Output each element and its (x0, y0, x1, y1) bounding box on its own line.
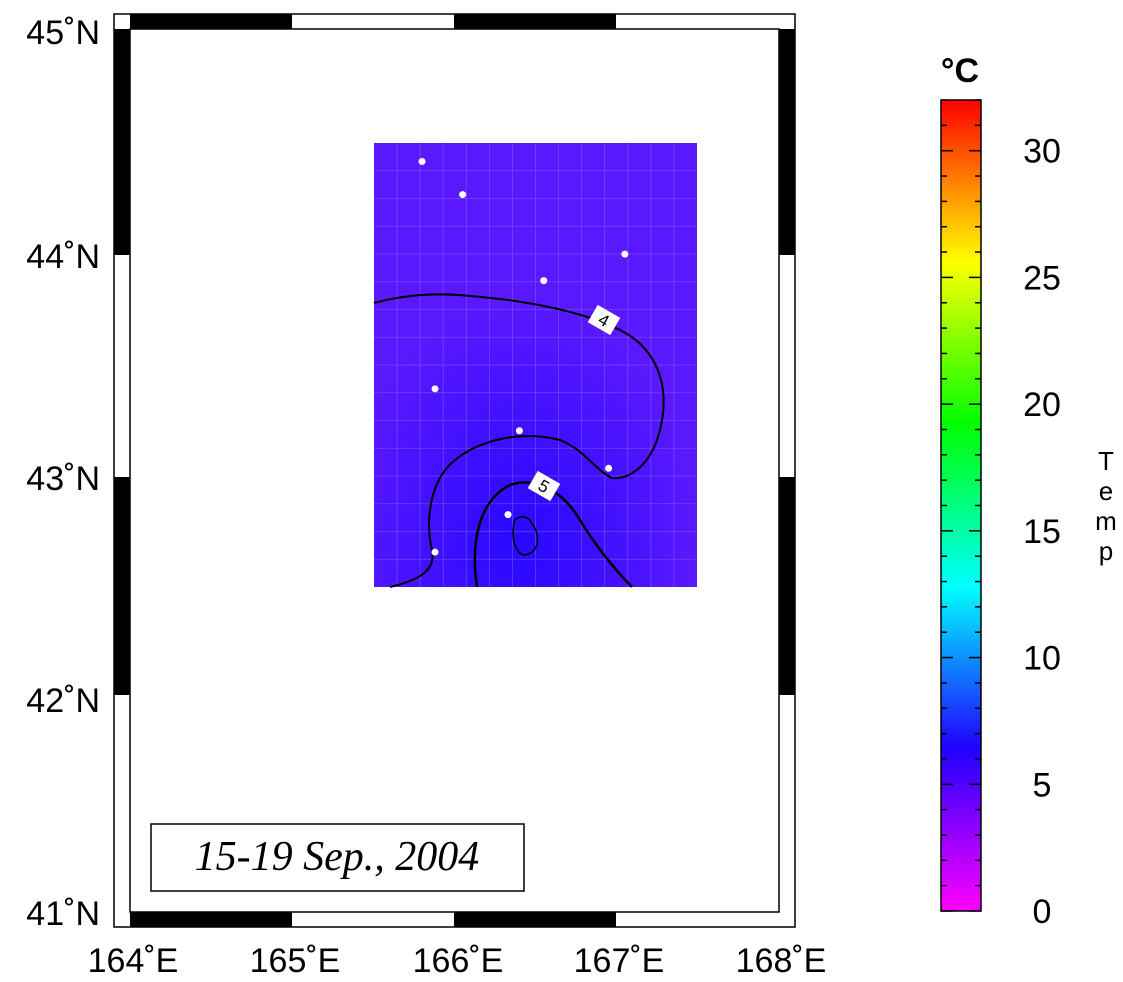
colorbar-tick-label: 15 (1023, 513, 1061, 551)
colorbar-label-p: p (1099, 536, 1113, 566)
colorbar-label-m: m (1095, 506, 1117, 536)
station-markers (418, 157, 629, 556)
colorbar-tick-label: 25 (1023, 259, 1061, 297)
lon-labels: 164˚E 165˚E 166˚E 167˚E 168˚E (88, 942, 827, 980)
station-marker (515, 427, 523, 435)
date-label: 15-19 Sep., 2004 (195, 834, 480, 880)
station-marker (621, 250, 629, 258)
colorbar-label-t: T (1098, 446, 1114, 476)
temperature-field (374, 143, 697, 587)
station-marker (459, 191, 467, 199)
colorbar-label: T e m p (1095, 446, 1117, 566)
lon-label-164: 164˚E (88, 942, 179, 980)
station-marker (418, 157, 426, 165)
lon-label-165: 165˚E (250, 942, 341, 980)
lat-label-41: 41˚N (26, 895, 100, 933)
station-marker (605, 464, 613, 472)
contour-label-4: 4 (587, 304, 621, 336)
contour-4 (373, 293, 665, 588)
date-box: 15-19 Sep., 2004 (150, 823, 525, 892)
lat-labels: 41˚N 42˚N 43˚N 44˚N 45˚N (26, 14, 100, 933)
contour-5-inner (512, 515, 539, 556)
colorbar-tick-label: 0 (1033, 893, 1052, 931)
lon-label-167: 167˚E (574, 942, 665, 980)
colorbar-tick-label: 30 (1023, 133, 1061, 171)
colorbar-tick-label: 5 (1033, 766, 1052, 804)
colorbar: 0 5 10 15 20 25 30 °C T e m p (940, 52, 1117, 931)
colorbar-label-e: e (1099, 476, 1113, 506)
lon-label-168: 168˚E (736, 942, 827, 980)
lon-label-166: 166˚E (413, 942, 504, 980)
colorbar-unit: °C (941, 52, 979, 90)
contour-label-5: 5 (527, 470, 561, 502)
station-marker (540, 277, 548, 285)
lat-label-45: 45˚N (26, 14, 100, 52)
lat-label-43: 43˚N (26, 460, 100, 498)
station-marker (504, 511, 512, 519)
station-marker (431, 385, 439, 393)
colorbar-tick-label: 10 (1023, 640, 1061, 678)
station-marker (431, 548, 439, 556)
colorbar-tick-label: 20 (1023, 386, 1061, 424)
lat-label-42: 42˚N (26, 682, 100, 720)
lat-label-44: 44˚N (26, 238, 100, 276)
